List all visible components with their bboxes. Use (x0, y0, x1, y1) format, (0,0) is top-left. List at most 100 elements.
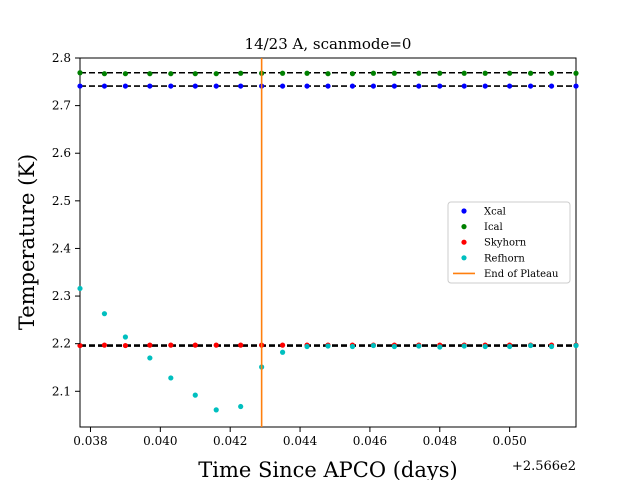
x-offset-label: +2.566e2 (512, 459, 576, 474)
data-point-ical-21 (548, 70, 555, 76)
data-point-skyhorn-1 (101, 342, 108, 348)
x-tick-label: 0.042 (213, 434, 247, 448)
data-point-xcal-11 (325, 83, 331, 89)
y-tick-label: 2.2 (52, 337, 71, 351)
chart-title: 14/23 A, scanmode=0 (245, 35, 412, 53)
legend-label: Refhorn (484, 253, 525, 264)
data-point-ical-19 (507, 70, 513, 76)
data-point-refhorn-9 (279, 349, 286, 355)
data-point-xcal-7 (238, 83, 244, 89)
data-point-ical-10 (304, 70, 310, 76)
data-point-xcal-5 (192, 83, 198, 89)
data-point-ical-16 (437, 70, 443, 76)
legend-label: Xcal (484, 207, 506, 218)
y-tick-label: 2.8 (52, 51, 71, 65)
data-point-refhorn-2 (122, 334, 129, 340)
y-tick-label: 2.5 (52, 194, 71, 208)
data-point-xcal-10 (304, 83, 310, 89)
data-point-xcal-0 (77, 83, 83, 89)
data-point-refhorn-11 (325, 343, 331, 349)
plot-area (77, 58, 579, 427)
x-tick-label: 0.046 (353, 434, 387, 448)
data-point-skyhorn-0 (77, 342, 83, 349)
y-tick-label: 2.4 (52, 241, 71, 255)
data-point-refhorn-21 (548, 343, 555, 350)
data-point-xcal-9 (279, 83, 286, 89)
data-point-xcal-19 (507, 83, 513, 89)
axes: 0.038 0.040 0.042 0.044 0.046 0.048 0.050 2.1 2.… (52, 51, 527, 448)
data-point-xcal-3 (147, 83, 153, 89)
data-point-refhorn-13 (370, 342, 377, 349)
data-point-xcal-13 (370, 83, 377, 89)
data-point-xcal-14 (391, 83, 397, 89)
data-point-xcal-2 (122, 83, 129, 89)
data-point-ical-6 (213, 71, 219, 77)
y-tick-label: 2.6 (52, 146, 71, 160)
data-point-refhorn-15 (416, 343, 422, 349)
data-point-ical-3 (147, 71, 153, 77)
data-point-refhorn-7 (238, 403, 244, 410)
data-point-xcal-1 (101, 83, 108, 89)
data-point-skyhorn-3 (147, 342, 153, 348)
x-tick-label: 0.044 (283, 434, 318, 448)
data-point-ical-13 (370, 70, 377, 76)
data-point-refhorn-17 (461, 343, 467, 349)
data-point-xcal-16 (437, 83, 443, 89)
x-tick-label: 0.050 (492, 434, 526, 448)
data-point-refhorn-19 (507, 343, 513, 350)
x-tick-label: 0.038 (73, 434, 107, 448)
legend-marker-skyhorn (461, 239, 467, 245)
data-point-refhorn-0 (77, 285, 83, 292)
legend-marker-refhorn (461, 255, 467, 261)
data-point-xcal-21 (548, 83, 555, 89)
data-point-xcal-12 (349, 83, 356, 89)
legend-box (447, 201, 571, 284)
data-point-xcal-17 (461, 83, 467, 89)
data-point-ical-20 (527, 70, 534, 76)
y-tick-label: 2.1 (52, 384, 71, 398)
data-point-ical-17 (461, 70, 467, 76)
data-point-skyhorn-4 (168, 342, 174, 348)
data-point-ical-2 (122, 71, 129, 77)
data-point-xcal-6 (213, 83, 219, 89)
legend-label: Skyhorn (484, 238, 527, 249)
data-point-xcal-20 (527, 83, 534, 89)
legend: Xcal Ical Skyhorn Refhorn End of Plateau (447, 201, 571, 284)
data-point-ical-1 (101, 71, 108, 77)
data-point-refhorn-4 (168, 375, 174, 381)
data-point-skyhorn-9 (279, 342, 286, 348)
data-point-ical-7 (238, 70, 244, 76)
x-axis-label: Time Since APCO (days) (198, 458, 457, 480)
legend-label: Ical (484, 222, 503, 233)
x-tick-label: 0.048 (423, 434, 457, 448)
data-point-ical-5 (192, 71, 198, 77)
data-point-ical-11 (325, 71, 331, 77)
data-point-ical-9 (279, 70, 286, 76)
data-point-ical-15 (416, 70, 422, 76)
data-point-skyhorn-7 (238, 342, 244, 348)
data-point-ical-18 (482, 70, 488, 76)
legend-marker-ical (461, 224, 467, 230)
y-axis-label: Temperature (K) (15, 154, 39, 330)
data-point-skyhorn-2 (122, 342, 129, 349)
data-point-refhorn-20 (527, 342, 534, 349)
data-point-refhorn-18 (482, 343, 488, 350)
data-point-xcal-18 (482, 83, 488, 89)
data-point-refhorn-16 (437, 344, 443, 350)
data-point-skyhorn-5 (192, 342, 198, 348)
data-point-refhorn-22 (573, 342, 579, 349)
legend-label: End of Plateau (484, 269, 559, 280)
y-tick-label: 2.3 (52, 289, 71, 303)
data-point-refhorn-12 (349, 343, 356, 350)
data-point-ical-4 (168, 71, 174, 77)
data-point-xcal-22 (573, 83, 579, 89)
data-point-ical-0 (77, 70, 83, 76)
legend-marker-xcal (461, 208, 467, 214)
data-point-refhorn-1 (101, 311, 108, 317)
data-point-refhorn-6 (213, 407, 219, 413)
data-point-refhorn-10 (304, 343, 310, 350)
data-point-xcal-15 (416, 83, 422, 89)
data-point-ical-12 (349, 71, 356, 77)
data-point-refhorn-5 (192, 392, 198, 398)
